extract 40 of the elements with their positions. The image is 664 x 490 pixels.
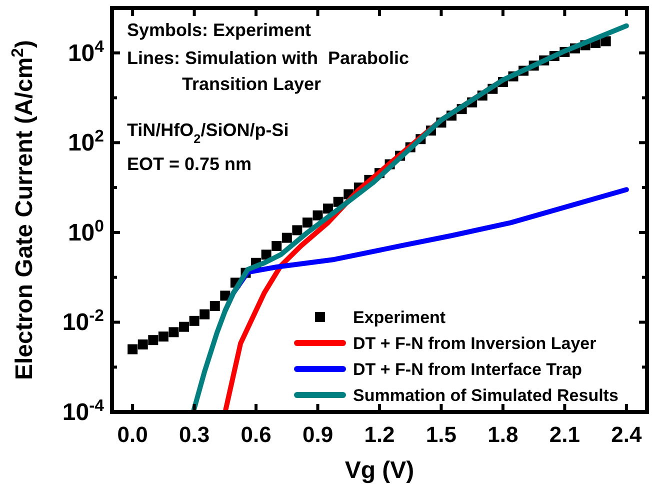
- y-tick-label: 10$^{-4}$: [62, 396, 105, 426]
- x-tick-label: 0.9: [302, 422, 334, 447]
- legend-label: DT + F-N from Inversion Layer: [353, 334, 597, 353]
- point: [210, 300, 220, 311]
- annotation: Lines: Simulation with Parabolic Transition Layer: [127, 48, 410, 94]
- point: [302, 218, 312, 228]
- x-tick-label: 2.4: [611, 422, 642, 447]
- x-tick-label: 1.5: [426, 422, 457, 447]
- annotation: TiN/HfO$_{2}$/SiON/p-Si: [127, 120, 289, 146]
- x-tick-label: 2.1: [549, 422, 580, 447]
- x-tick-label: 0.3: [179, 422, 210, 447]
- point: [261, 250, 272, 260]
- y-tick-label: 10$^{0}$: [68, 216, 104, 246]
- point: [292, 225, 302, 236]
- x-tick-label: 1.8: [488, 422, 518, 447]
- x-tick-label: 0.6: [240, 422, 272, 447]
- point: [323, 204, 334, 214]
- legend-label: Experiment: [353, 308, 446, 327]
- point: [282, 232, 292, 243]
- point: [148, 335, 158, 346]
- x-tick-label: 1.2: [364, 422, 395, 447]
- legend-label: Summation of Simulated Results: [353, 386, 618, 405]
- point: [128, 344, 138, 354]
- point: [272, 240, 282, 251]
- point: [189, 316, 200, 326]
- point: [158, 332, 168, 342]
- y-tick-label: 10$^{4}$: [68, 36, 105, 67]
- point: [179, 322, 190, 332]
- point: [312, 210, 323, 220]
- point: [168, 327, 179, 338]
- y-tick-label: 10$^{2}$: [68, 126, 104, 157]
- x-tick-label: 0.0: [117, 422, 148, 447]
- point: [138, 339, 148, 350]
- x-axis-title: Vg (V): [344, 457, 414, 484]
- y-tick-label: 10$^{-2}$: [62, 306, 104, 336]
- annotation: Symbols: Experiment: [127, 20, 312, 40]
- point: [220, 290, 230, 301]
- legend-label: DT + F-N from Interface Trap: [353, 360, 582, 379]
- annotation: EOT = 0.75 nm: [127, 154, 252, 174]
- point: [200, 309, 210, 320]
